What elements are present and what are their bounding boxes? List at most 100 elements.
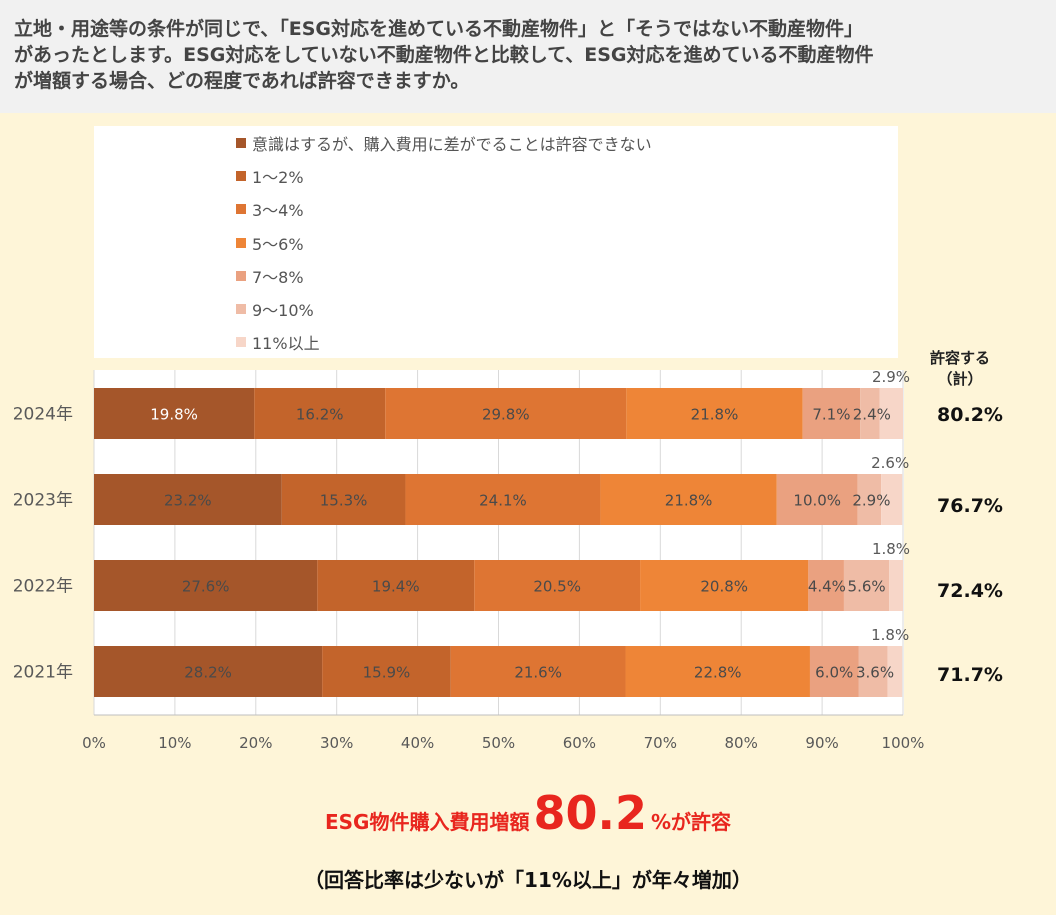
data-label: 22.8% xyxy=(694,664,742,682)
legend-label: 5〜6% xyxy=(252,234,304,254)
question-header: 立地・用途等の条件が同じで、「ESG対応を進めている不動産物件」と「そうではない… xyxy=(0,0,1056,113)
data-label: 2.6% xyxy=(871,454,909,472)
data-label: 19.8% xyxy=(150,406,198,424)
bar-segment xyxy=(600,474,777,525)
subline: （回答比率は少ないが「11%以上」が年々増加） xyxy=(304,868,752,892)
data-label: 1.8% xyxy=(872,540,910,558)
legend-label: 11%以上 xyxy=(252,334,320,354)
total-header: 許容する （計） xyxy=(930,349,991,388)
total-value-2023: 76.7% xyxy=(937,495,1003,517)
legend-item: 1〜2% xyxy=(236,164,304,188)
legend-swatch xyxy=(236,337,246,348)
bar-segment xyxy=(808,560,844,611)
data-label: 20.8% xyxy=(700,578,748,596)
legend-swatch xyxy=(236,138,246,148)
legend-swatch xyxy=(236,304,246,314)
data-label: 5.6% xyxy=(848,578,886,596)
bar-segment xyxy=(887,646,903,697)
data-label: 27.6% xyxy=(182,578,230,596)
data-label: 2.4% xyxy=(853,406,891,424)
x-tick-label: 0% xyxy=(82,734,106,752)
legend-swatch xyxy=(236,237,246,248)
total-value-2021: 71.7% xyxy=(937,664,1003,686)
bar-segment xyxy=(322,646,451,697)
bar-segment xyxy=(94,474,282,525)
bar-segment xyxy=(94,388,255,439)
bar-segment xyxy=(879,388,903,439)
bar-segment xyxy=(858,646,888,697)
bar-segment xyxy=(843,560,890,611)
headline-prefix: ESG物件購入費用増額 xyxy=(324,810,530,834)
bar-segment xyxy=(385,388,627,439)
data-label: 24.1% xyxy=(479,492,527,510)
legend-item: 意識はするが、購入費用に差がでることは許容できない xyxy=(236,131,652,155)
bar-segment xyxy=(857,474,882,525)
data-label: 28.2% xyxy=(184,664,232,682)
x-tick-label: 50% xyxy=(482,734,515,752)
bar-segment xyxy=(809,646,859,697)
bar-segment xyxy=(802,388,861,439)
x-tick-label: 40% xyxy=(401,734,434,752)
bar-segment xyxy=(776,474,858,525)
total-value-2022: 72.4% xyxy=(937,580,1003,602)
data-label: 10.0% xyxy=(793,492,841,510)
bar-segment xyxy=(626,388,803,439)
bar-segment xyxy=(405,474,601,525)
legend-item: 5〜6% xyxy=(236,231,304,255)
legend-label: 7〜8% xyxy=(252,267,304,287)
question-text: 立地・用途等の条件が同じで、「ESG対応を進めている不動産物件」と「そうではない… xyxy=(14,18,874,92)
bar-segment xyxy=(254,388,386,439)
headline-value: 80.2 xyxy=(533,786,647,840)
legend-label: 意識はするが、購入費用に差がでることは許容できない xyxy=(252,135,652,154)
x-tick-label: 10% xyxy=(158,734,191,752)
legend-swatch xyxy=(236,204,246,215)
data-label: 6.0% xyxy=(815,664,853,682)
category-label: 2021年 xyxy=(13,663,73,683)
legend-item: 3〜4% xyxy=(236,197,304,221)
headline-suffix: %が許容 xyxy=(650,810,732,834)
x-tick-label: 30% xyxy=(320,734,353,752)
bar-segment xyxy=(640,560,809,611)
category-label: 2024年 xyxy=(13,405,73,425)
x-tick-label: 20% xyxy=(239,734,272,752)
data-label: 2.9% xyxy=(872,368,910,386)
data-label: 4.4% xyxy=(808,578,846,596)
data-label: 15.9% xyxy=(363,664,411,682)
data-label: 21.8% xyxy=(691,406,739,424)
x-tick-label: 100% xyxy=(882,734,925,752)
data-label: 15.3% xyxy=(320,492,368,510)
data-label: 2.9% xyxy=(852,492,890,510)
data-label: 7.1% xyxy=(812,406,850,424)
total-value-2024: 80.2% xyxy=(937,404,1003,426)
data-label: 21.8% xyxy=(665,492,713,510)
legend-label: 9〜10% xyxy=(252,301,314,320)
bar-segment xyxy=(474,560,641,611)
data-label: 16.2% xyxy=(296,406,344,424)
category-label: 2023年 xyxy=(13,491,73,511)
bar-segment xyxy=(317,560,475,611)
category-label: 2022年 xyxy=(13,577,73,597)
legend-item: 9〜10% xyxy=(236,297,314,321)
data-label: 19.4% xyxy=(372,578,420,596)
bar-segment xyxy=(881,474,903,525)
data-label: 29.8% xyxy=(482,406,530,424)
x-tick-label: 80% xyxy=(725,734,758,752)
x-tick-label: 70% xyxy=(644,734,677,752)
data-label: 21.6% xyxy=(514,664,562,682)
legend-label: 1〜2% xyxy=(252,168,304,188)
headline: ESG物件購入費用増額80.2 %が許容 xyxy=(0,786,1056,840)
bar-segment xyxy=(94,646,323,697)
legend-item: 7〜8% xyxy=(236,264,304,288)
bar-segment xyxy=(625,646,810,697)
legend-label: 3〜4% xyxy=(252,201,304,221)
chart-legend: 意識はするが、購入費用に差がでることは許容できない 1〜2% 3〜4% 5〜6% 7〜8… xyxy=(94,126,898,358)
bar-segment xyxy=(281,474,406,525)
data-label: 20.5% xyxy=(533,578,581,596)
x-tick-label: 90% xyxy=(805,734,838,752)
data-label: 23.2% xyxy=(164,492,212,510)
legend-swatch xyxy=(236,171,246,182)
legend-item: 11%以上 xyxy=(236,330,320,354)
bar-segment xyxy=(889,560,903,611)
data-label: 1.8% xyxy=(871,626,909,644)
